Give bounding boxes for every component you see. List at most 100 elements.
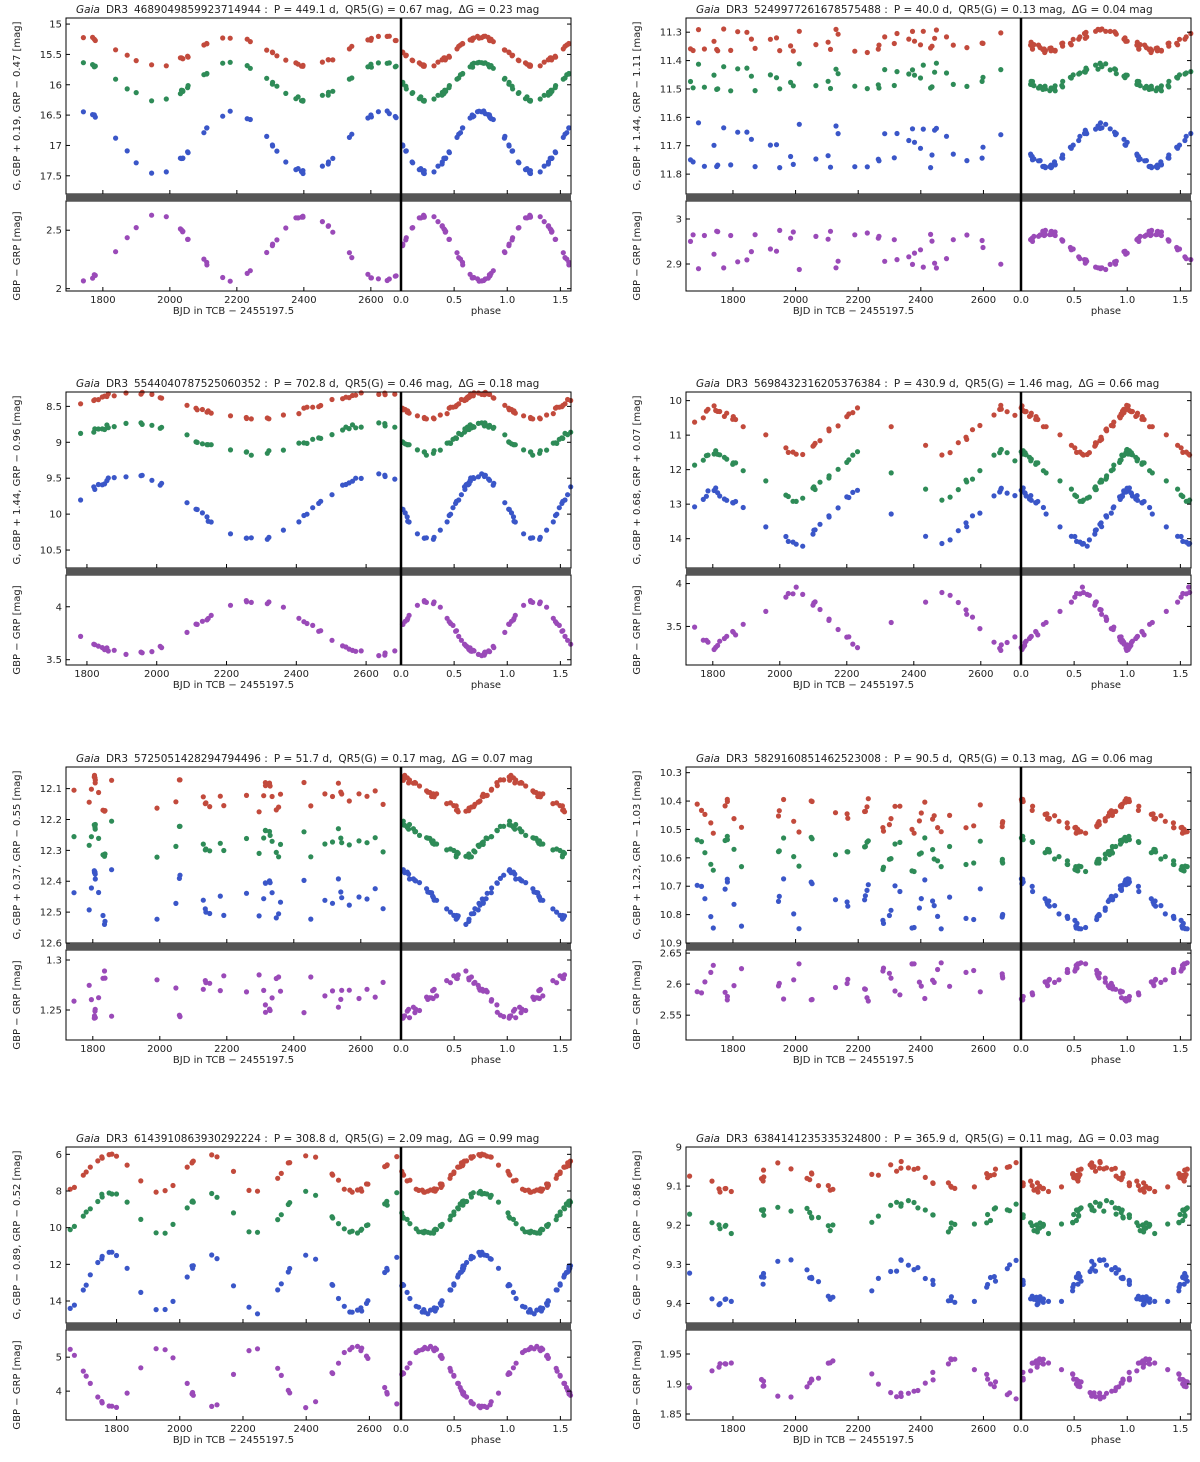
point-bp-time xyxy=(923,486,929,492)
point-rp-time xyxy=(943,133,950,139)
point-g-time xyxy=(947,812,953,819)
point-rp-time xyxy=(888,907,894,913)
point-rp-time xyxy=(763,524,769,530)
point-g-phase xyxy=(491,395,497,401)
point-bprp-time xyxy=(243,989,250,995)
top-y-tick-label: 6 xyxy=(56,1150,62,1161)
point-g-phase xyxy=(1040,424,1046,430)
point-rp-time xyxy=(788,1257,794,1263)
point-bp-phase xyxy=(1073,1207,1080,1213)
point-bprp-time xyxy=(269,995,275,1001)
point-bp-time xyxy=(92,821,98,828)
point-rp-phase xyxy=(1064,914,1070,920)
point-bprp-phase xyxy=(559,628,565,634)
point-bp-phase xyxy=(541,92,547,98)
point-bprp-phase xyxy=(1035,632,1041,638)
point-rp-time xyxy=(221,912,227,919)
point-bprp-time xyxy=(905,1390,912,1396)
point-bp-time xyxy=(264,75,270,81)
point-bprp-time xyxy=(278,1372,284,1378)
point-bprp-phase xyxy=(1095,973,1101,979)
point-rp-time xyxy=(214,1256,220,1262)
point-rp-time xyxy=(869,1288,875,1294)
point-bp-time xyxy=(359,1226,365,1232)
point-bp-time xyxy=(133,90,139,96)
point-bp-time xyxy=(372,835,378,841)
point-g-phase xyxy=(524,61,530,67)
point-rp-time xyxy=(364,896,370,902)
point-bp-time xyxy=(109,818,115,824)
point-g-time xyxy=(149,391,155,397)
point-rp-time xyxy=(911,1267,917,1273)
point-bp-phase xyxy=(1103,61,1109,67)
point-bprp-time xyxy=(343,644,349,650)
series-BP xyxy=(687,60,1194,94)
point-g-phase xyxy=(1113,1173,1119,1179)
point-rp-phase xyxy=(403,148,409,154)
top-y-tick-label: 10.8 xyxy=(660,910,682,921)
point-g-time xyxy=(862,808,869,815)
point-bprp-time xyxy=(938,960,944,966)
point-bprp-time xyxy=(991,1384,997,1390)
point-bprp-phase xyxy=(1076,961,1082,967)
point-bp-time xyxy=(380,849,386,855)
point-g-time xyxy=(353,392,359,398)
point-rp-time xyxy=(301,512,307,519)
point-bprp-phase xyxy=(450,622,456,629)
point-g-time xyxy=(149,62,155,68)
point-bprp-time xyxy=(898,1393,904,1399)
point-bprp-time xyxy=(230,1371,237,1377)
point-bprp-phase xyxy=(1163,608,1169,615)
point-bp-time xyxy=(948,1225,954,1231)
point-bprp-time xyxy=(781,996,787,1002)
top-y-axis-label: G, GBP + 0.37, GRP − 0.55 [mag] xyxy=(12,770,23,939)
point-bprp-phase xyxy=(537,214,543,220)
point-rp-phase xyxy=(512,519,518,525)
point-bprp-time xyxy=(199,618,205,624)
point-rp-time xyxy=(322,897,328,903)
point-bp-time xyxy=(310,436,316,442)
point-rp-phase xyxy=(1178,533,1184,540)
point-g-time xyxy=(931,813,937,819)
point-rp-phase xyxy=(487,477,493,483)
point-g-time xyxy=(748,36,755,42)
point-rp-time xyxy=(220,113,226,119)
point-bp-time xyxy=(891,82,897,89)
point-bprp-phase xyxy=(1080,589,1086,596)
point-bprp-time xyxy=(200,986,206,992)
point-rp-phase xyxy=(1060,155,1066,161)
point-bprp-time xyxy=(80,1368,86,1374)
title-part: 5829160851462523008 : xyxy=(754,753,888,765)
point-rp-phase xyxy=(507,1282,513,1288)
point-rp-phase xyxy=(1103,513,1109,519)
point-g-time xyxy=(788,1166,794,1172)
point-g-time xyxy=(827,1187,833,1193)
title-part: Gaia xyxy=(696,1133,720,1145)
point-bprp-phase xyxy=(1060,237,1066,244)
point-bp-time xyxy=(346,842,352,848)
point-g-time xyxy=(301,405,307,411)
time-x-tick-label: 1800 xyxy=(720,295,745,306)
point-bp-time xyxy=(852,83,858,89)
point-bprp-phase xyxy=(1097,266,1104,272)
point-rp-phase xyxy=(1097,120,1104,126)
point-rp-phase xyxy=(1076,926,1082,932)
title-part: 5544040787525060352 : xyxy=(134,378,268,390)
point-bp-time xyxy=(815,1214,822,1221)
point-rp-time xyxy=(67,1305,73,1311)
point-bprp-phase xyxy=(455,1380,461,1386)
point-rp-time xyxy=(882,131,888,137)
point-bprp-time xyxy=(269,243,275,249)
point-rp-phase xyxy=(457,130,464,136)
point-bp-time xyxy=(376,420,382,426)
point-bprp-time xyxy=(90,275,96,281)
point-g-phase xyxy=(502,402,508,408)
point-rp-phase xyxy=(1086,537,1092,543)
point-g-phase xyxy=(536,791,543,797)
point-g-time xyxy=(826,426,832,432)
point-bprp-time xyxy=(365,271,371,277)
series-G xyxy=(692,402,1193,458)
point-g-phase xyxy=(1103,28,1109,34)
point-rp-phase xyxy=(1126,1279,1132,1285)
point-g-time xyxy=(393,37,399,44)
